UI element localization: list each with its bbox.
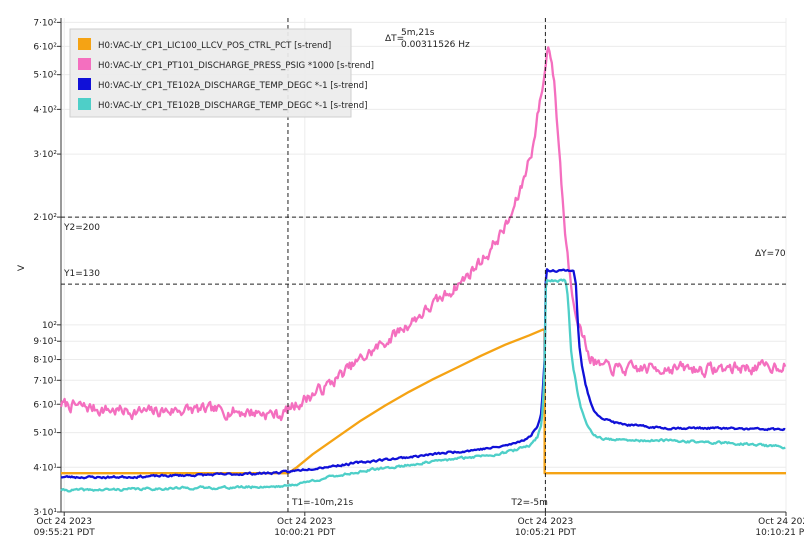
t1-cursor-label: T1=-10m,21s	[291, 498, 354, 508]
legend-box	[69, 28, 352, 118]
series-line-2	[59, 46, 787, 422]
y-tick-label: 6·10¹	[33, 400, 57, 410]
legend-label-4[interactable]: H0:VAC-LY_CP1_TE102B_DISCHARGE_TEMP_DEGC…	[98, 101, 368, 111]
y2-cursor-label: Y2=200	[63, 223, 100, 233]
x-tick-date-label: Oct 24 2023	[758, 517, 804, 527]
y1-cursor-label: Y1=130	[63, 269, 100, 279]
legend-swatch-1[interactable]	[78, 38, 91, 50]
x-tick-date-label: Oct 24 2023	[277, 517, 333, 527]
legend-label-3[interactable]: H0:VAC-LY_CP1_TE102A_DISCHARGE_TEMP_DEGC…	[98, 81, 367, 91]
y-axis-ticks: 3·10¹ 4·10¹ 5·10¹ 6·10¹ 7·10¹ 8·10¹ 9·10¹ 10² 2·…	[33, 18, 61, 518]
legend-label-1[interactable]: H0:VAC-LY_CP1_LIC100_LLCV_POS_CTRL_PCT […	[98, 41, 331, 51]
series-line-3	[61, 268, 786, 480]
legend-swatch-2[interactable]	[78, 58, 91, 70]
series-line-4	[60, 278, 786, 493]
y-tick-label: 4·10¹	[33, 463, 57, 473]
y-tick-label: 7·10¹	[33, 376, 57, 386]
y-tick-label: 3·10²	[33, 150, 57, 160]
x-tick-time-label: 10:05:21 PDT	[515, 528, 577, 538]
y-axis-label: V	[17, 264, 27, 271]
y-tick-label: 3·10¹	[33, 508, 57, 518]
series-line-1	[61, 328, 786, 475]
y-tick-label: 8·10¹	[33, 356, 57, 366]
plot-axes	[60, 18, 786, 513]
x-tick-date-label: Oct 24 2023	[518, 517, 574, 527]
cursor-group[interactable]: T1=-10m,21s T2=-5m Y1=130 Y2=200 ΔY=70 Δ…	[61, 18, 786, 512]
y-tick-label: 7·10²	[33, 18, 57, 28]
y-tick-label: 2·10²	[33, 213, 57, 223]
y-tick-label: 5·10¹	[33, 429, 57, 439]
delta-t-frequency: 0.00311526 Hz	[401, 40, 470, 50]
t2-cursor-label: T2=-5m	[510, 498, 548, 508]
y-tick-label: 10²	[42, 321, 57, 331]
delta-t-prefix: ΔT=	[385, 34, 404, 44]
x-tick-date-label: Oct 24 2023	[36, 517, 92, 527]
x-tick-time-label: 10:00:21 PDT	[274, 528, 336, 538]
delta-y-label: ΔY=70	[755, 249, 786, 259]
x-tick-time-label: 10:10:21 PDT	[755, 528, 804, 538]
legend-label-2[interactable]: H0:VAC-LY_CP1_PT101_DISCHARGE_PRESS_PSIG…	[98, 61, 374, 71]
legend-swatch-4[interactable]	[78, 98, 91, 110]
y-tick-label: 9·10¹	[33, 337, 57, 347]
y-tick-label: 6·10²	[33, 42, 57, 52]
y-tick-label: 5·10²	[33, 71, 57, 81]
series-group	[59, 46, 787, 493]
y-tick-label: 4·10²	[33, 105, 57, 115]
x-tick-time-label: 09:55:21 PDT	[34, 528, 96, 538]
delta-t-value: 5m,21s	[401, 28, 435, 38]
legend[interactable]: H0:VAC-LY_CP1_LIC100_LLCV_POS_CTRL_PCT […	[69, 28, 374, 118]
legend-swatch-3[interactable]	[78, 78, 91, 90]
